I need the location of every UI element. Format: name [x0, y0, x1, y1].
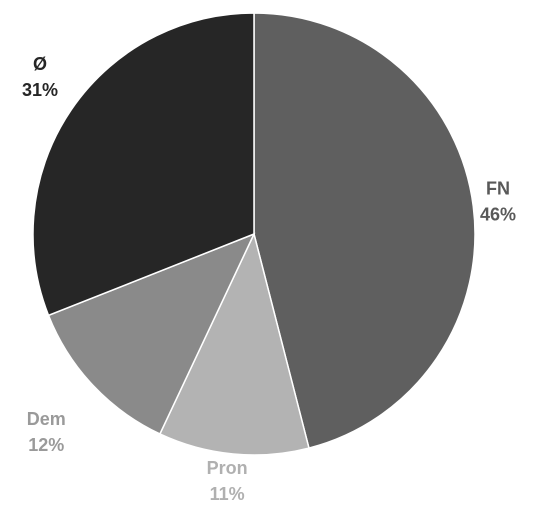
- slice-label-1: Pron 11%: [207, 458, 248, 504]
- pie-slice-2: [47, 232, 256, 435]
- slice-label-3: Ø 31%: [22, 54, 58, 100]
- pie-slices: [32, 12, 476, 456]
- slice-category-label: Ø: [33, 54, 47, 74]
- slice-percent-label: 12%: [28, 435, 64, 455]
- pie-slice-3: [32, 12, 255, 317]
- slice-percent-label: 31%: [22, 80, 58, 100]
- slice-label-2: Dem 12%: [27, 409, 66, 455]
- slice-category-label: Dem: [27, 409, 66, 429]
- slice-category-label: FN: [486, 178, 510, 198]
- pie-slice-1: [158, 231, 310, 456]
- slice-category-label: Pron: [207, 458, 248, 478]
- slice-label-0: FN 46%: [480, 178, 516, 224]
- slice-percent-label: 46%: [480, 204, 516, 224]
- slice-percent-label: 11%: [210, 484, 245, 504]
- pie-slice-0: [253, 12, 476, 449]
- pie-labels: FN 46% Pron 11% Dem 12% Ø 31%: [22, 54, 516, 504]
